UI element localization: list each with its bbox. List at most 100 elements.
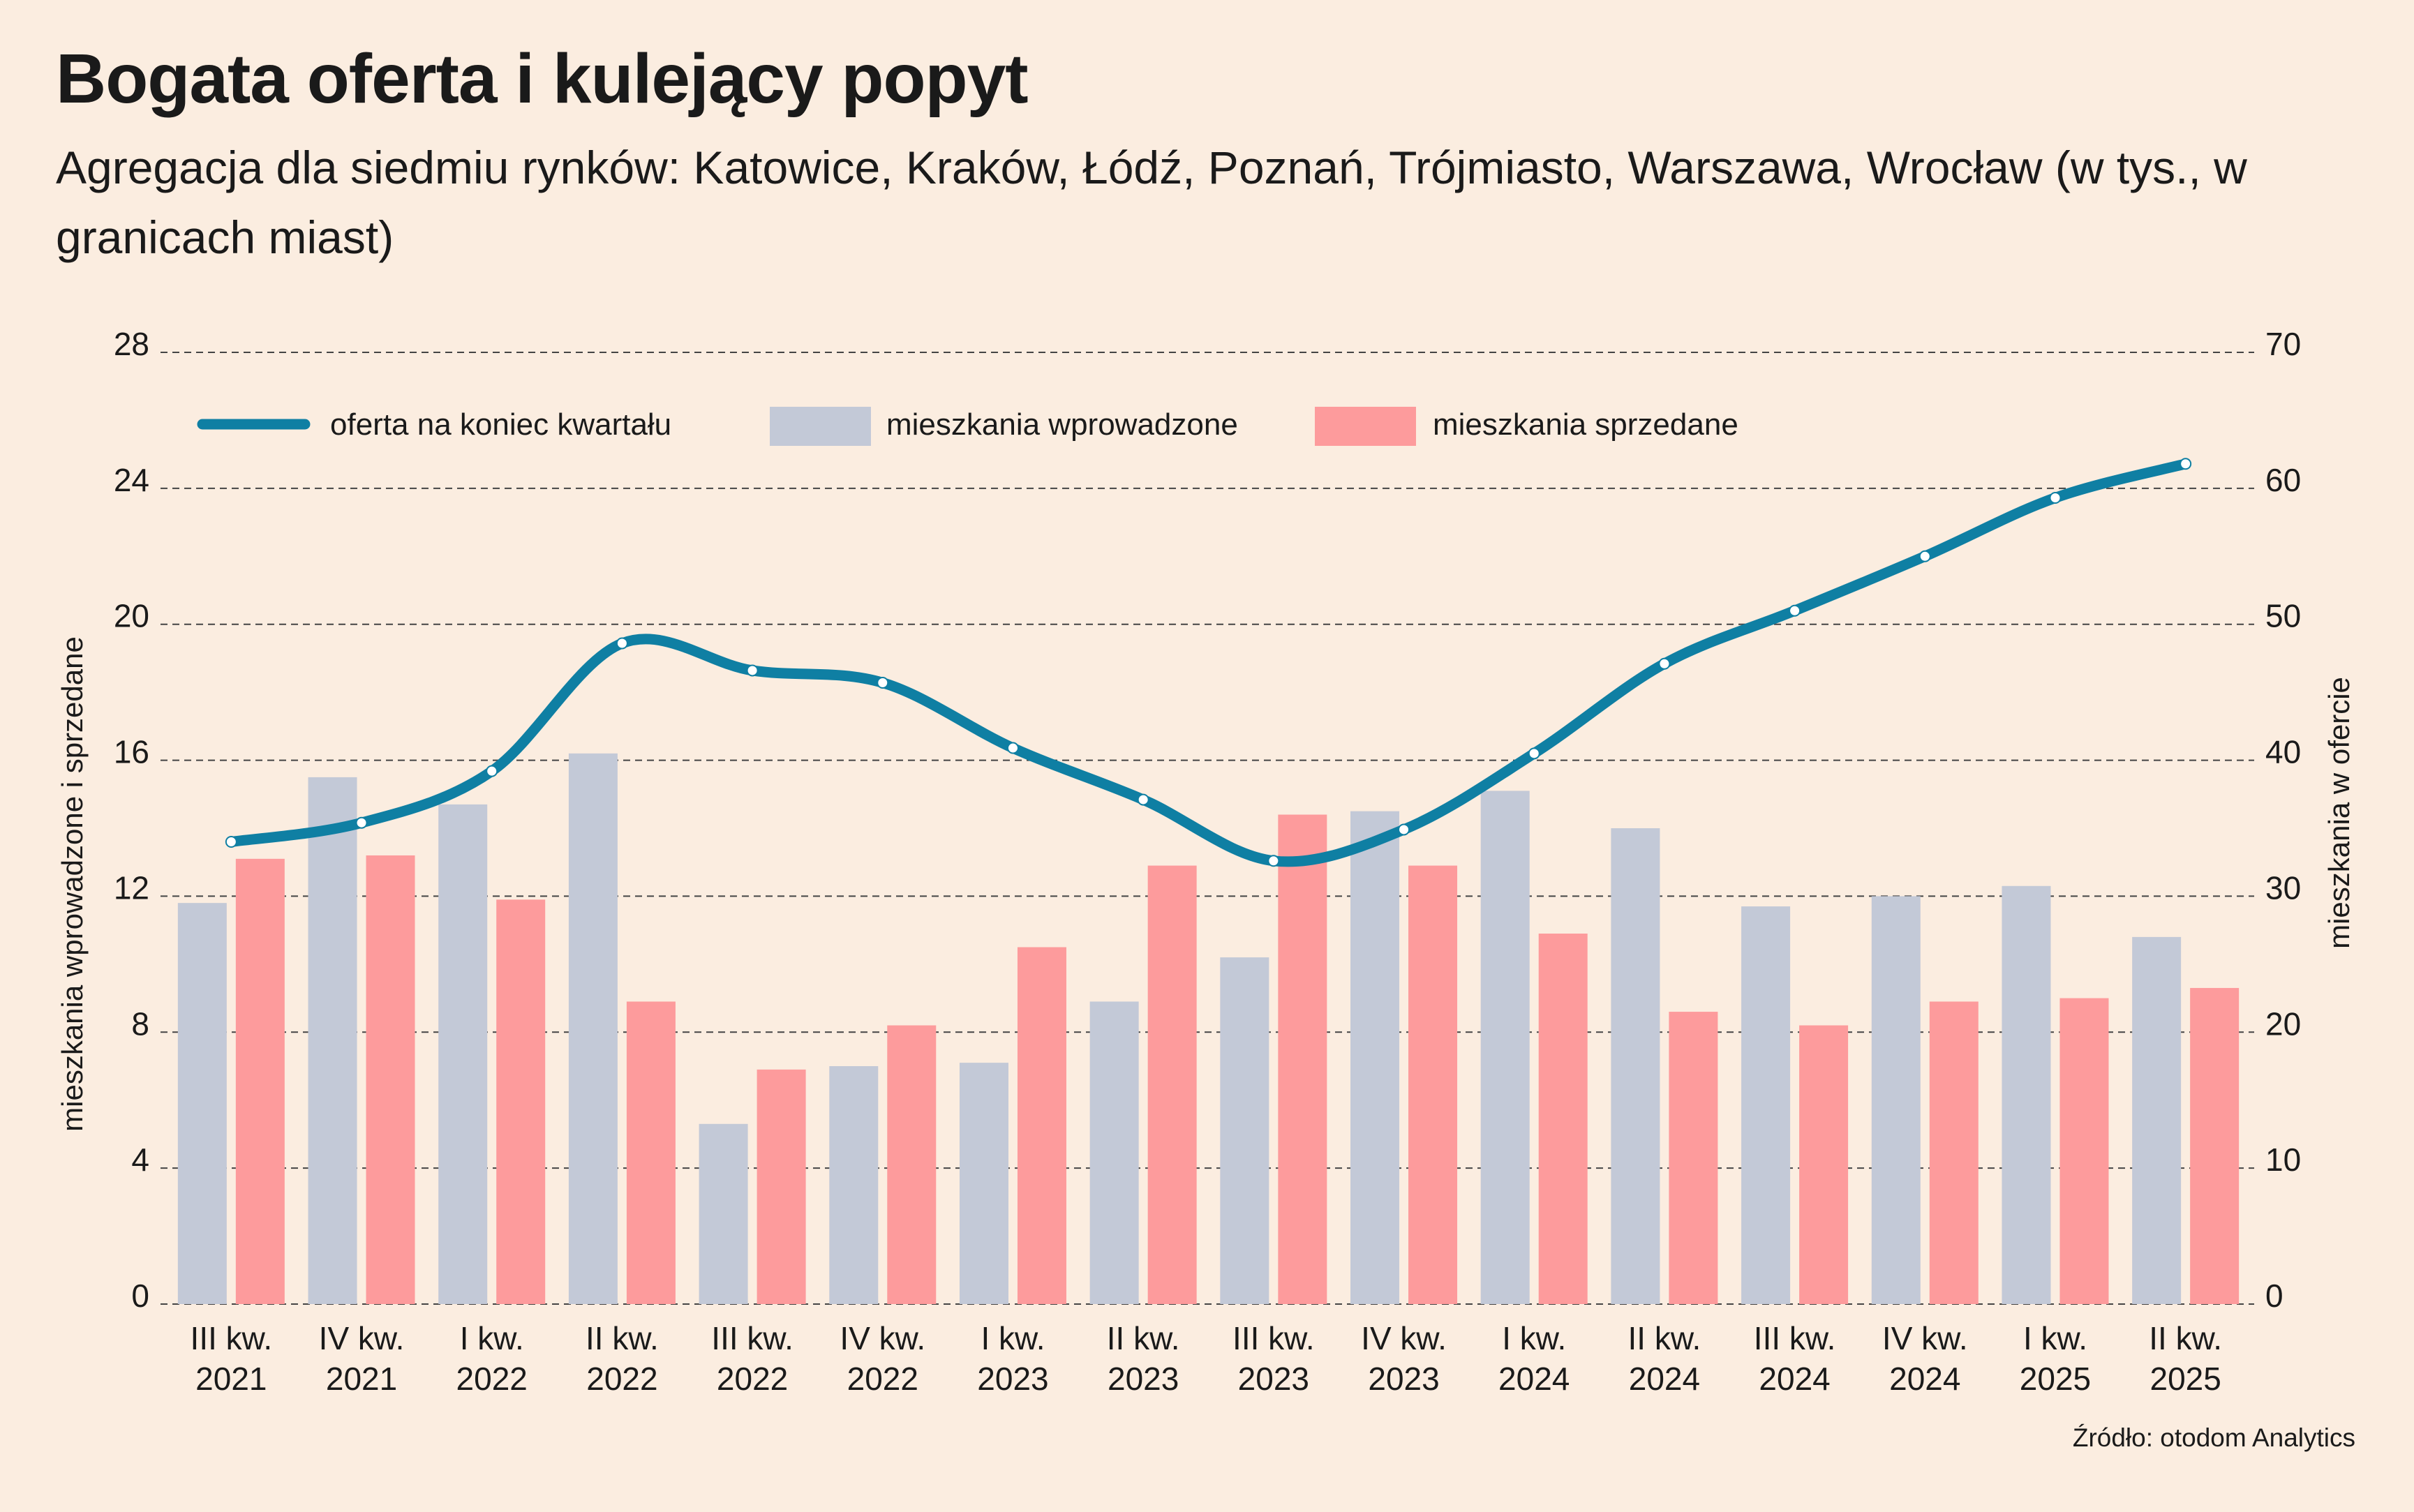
legend-swatch-introduced [770, 407, 871, 446]
x-tick-label: 2024 [1498, 1361, 1570, 1397]
legend: oferta na koniec kwartału mieszkania wpro… [197, 407, 1738, 446]
x-tick-label: 2025 [2020, 1361, 2091, 1397]
x-tick-label: III kw. [191, 1320, 273, 1356]
offer-line-point [355, 816, 368, 829]
legend-label-offer: oferta na koniec kwartału [330, 407, 671, 442]
axes: 0 0 4 10 8 20 12 30 16 40 20 50 24 60 28 70 mieszkania w… [56, 326, 2355, 1397]
bar-introduced [1220, 957, 1269, 1304]
x-tick-label: 2022 [456, 1361, 528, 1397]
x-tick-label: II kw. [1628, 1320, 1701, 1356]
bar-introduced [1871, 896, 1921, 1304]
bar-introduced [2132, 936, 2182, 1304]
offer-line-point [616, 637, 628, 650]
x-tick-label: II kw. [586, 1320, 659, 1356]
x-tick-label: 2023 [1368, 1361, 1439, 1397]
bar-introduced [1350, 811, 1400, 1304]
bar-introduced [1611, 828, 1660, 1304]
bar-sold [496, 899, 546, 1304]
y-right-axis-label: mieszkania w ofercie [2323, 677, 2355, 949]
x-tick-label: III kw. [711, 1320, 794, 1356]
bar-sold [1799, 1025, 1849, 1304]
y-right-tick-label: 20 [2265, 1005, 2301, 1042]
x-tick-label: 2025 [2149, 1361, 2221, 1397]
bar-introduced [959, 1063, 1008, 1304]
x-tick-label: IV kw. [1882, 1320, 1968, 1356]
legend-swatch-sold [1315, 407, 1416, 446]
bar-sold [887, 1025, 937, 1304]
x-tick-label: II kw. [1107, 1320, 1180, 1356]
x-tick-label: I kw. [981, 1320, 1045, 1356]
y-left-tick-label: 4 [131, 1142, 149, 1178]
offer-line-point [1398, 823, 1410, 836]
bar-sold [1278, 814, 1327, 1304]
x-tick-label: III kw. [1232, 1320, 1315, 1356]
bar-introduced [568, 753, 618, 1304]
x-tick-label: 2024 [1759, 1361, 1830, 1397]
bar-sold [1538, 934, 1588, 1304]
offer-line-point [1918, 550, 1931, 562]
offer-line-point [1789, 604, 1801, 617]
offer-line-point [2049, 491, 2062, 504]
y-right-tick-label: 60 [2265, 462, 2301, 498]
bar-introduced [699, 1123, 748, 1304]
offer-line-point [746, 664, 759, 677]
x-tick-label: 2024 [1889, 1361, 1960, 1397]
y-left-tick-label: 16 [114, 734, 149, 770]
x-tick-label: I kw. [2023, 1320, 2087, 1356]
chart-subtitle: Agregacja dla siedmiu rynków: Katowice, … [56, 142, 2247, 263]
bar-sold [366, 855, 415, 1304]
bars [177, 753, 2240, 1304]
offer-line-point [486, 765, 498, 777]
y-right-tick-label: 40 [2265, 734, 2301, 770]
bar-sold [2059, 998, 2109, 1304]
bar-sold [2190, 987, 2240, 1304]
y-left-tick-label: 8 [131, 1005, 149, 1042]
y-left-tick-label: 12 [114, 869, 149, 906]
x-tick-label: 2022 [717, 1361, 788, 1397]
x-tick-label: IV kw. [319, 1320, 405, 1356]
y-right-tick-label: 30 [2265, 869, 2301, 906]
bar-sold [1929, 1001, 1979, 1304]
bar-sold [757, 1069, 806, 1304]
y-left-tick-label: 20 [114, 598, 149, 634]
offer-line-point [225, 835, 237, 848]
x-tick-label: 2022 [847, 1361, 918, 1397]
bar-introduced [1089, 1001, 1139, 1304]
x-tick-label: 2022 [586, 1361, 657, 1397]
y-right-tick-label: 0 [2265, 1278, 2283, 1314]
bar-sold [626, 1001, 676, 1304]
y-left-tick-label: 28 [114, 326, 149, 362]
bar-sold [1017, 947, 1066, 1304]
y-right-tick-label: 50 [2265, 598, 2301, 634]
y-left-tick-label: 0 [131, 1278, 149, 1314]
legend-label-introduced: mieszkania wprowadzone [886, 407, 1238, 442]
legend-label-sold: mieszkania sprzedane [1433, 407, 1738, 442]
x-tick-label: 2023 [1238, 1361, 1309, 1397]
offer-line-point [1528, 747, 1540, 760]
x-tick-label: IV kw. [1361, 1320, 1447, 1356]
offer-line-path [225, 458, 2191, 867]
x-tick-label: 2021 [326, 1361, 397, 1397]
offer-line-point [2180, 458, 2192, 470]
bar-introduced [1741, 906, 1791, 1304]
bar-introduced [829, 1066, 879, 1304]
x-tick-label: I kw. [1502, 1320, 1566, 1356]
bar-sold [1669, 1012, 1718, 1304]
bar-introduced [438, 804, 488, 1304]
offer-line-point [1006, 742, 1019, 754]
offer-line-point [1137, 793, 1149, 806]
offer-line [225, 458, 2192, 867]
bar-sold [1408, 865, 1458, 1304]
x-tick-label: 2023 [977, 1361, 1048, 1397]
x-tick-label: IV kw. [840, 1320, 925, 1356]
bar-sold [1147, 865, 1197, 1304]
bar-introduced [177, 903, 227, 1304]
x-tick-label: 2023 [1108, 1361, 1179, 1397]
bar-introduced [308, 777, 357, 1304]
offer-line-point [877, 677, 889, 689]
chart-title: Bogata oferta i kulejący popyt [56, 40, 1029, 118]
x-tick-label: II kw. [2149, 1320, 2222, 1356]
bar-introduced [2002, 885, 2051, 1304]
x-tick-label: 2024 [1629, 1361, 1700, 1397]
